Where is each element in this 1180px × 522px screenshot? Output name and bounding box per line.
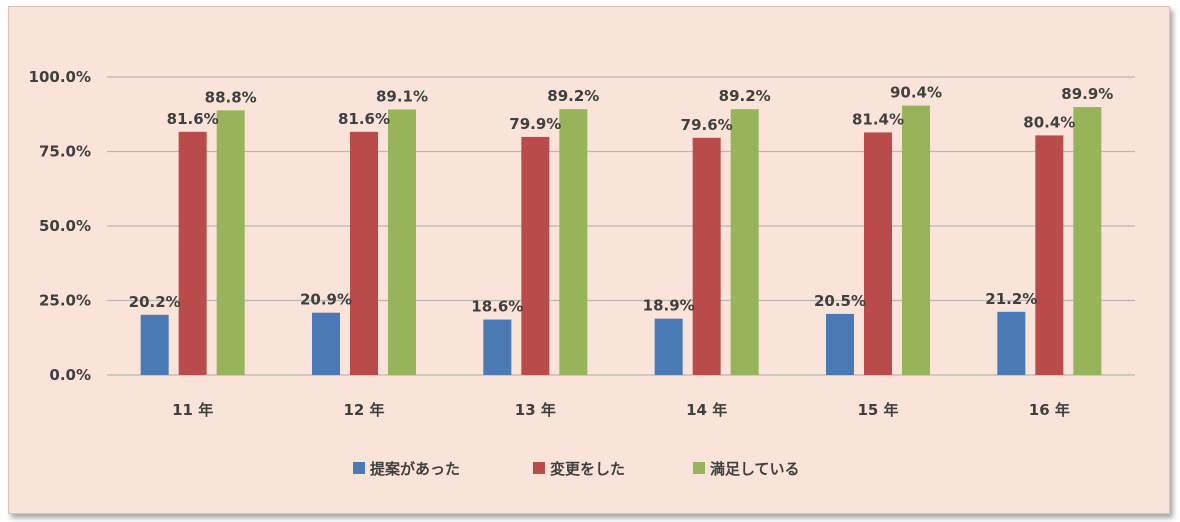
bar: [388, 109, 416, 376]
bar: [826, 313, 854, 375]
legend-label: 変更をした: [550, 460, 625, 478]
bar: [1073, 107, 1102, 376]
legend-label: 提案があった: [370, 460, 460, 478]
bars: [140, 105, 1102, 376]
bar: [997, 311, 1026, 375]
legend-swatch: [353, 462, 365, 474]
data-labels: 20.2% 81.6% 88.8% 20.9% 81.6% 89.1% 18.6% 79.9%…: [129, 84, 1114, 316]
data-label: 90.4%: [890, 84, 942, 102]
bar: [483, 319, 512, 375]
bar: [1035, 135, 1064, 375]
bar: [730, 109, 759, 376]
legend-label: 満足している: [710, 460, 800, 478]
bar: [178, 131, 207, 375]
data-label: 88.8%: [205, 88, 257, 106]
grid-lines: [107, 76, 1135, 376]
x-axis-categories: 11 年 12 年 13 年 14 年 15 年 16 年: [172, 401, 1070, 419]
y-tick-label: 50.0%: [39, 217, 91, 235]
legend-swatch: [693, 462, 705, 474]
data-label: 18.9%: [643, 297, 695, 315]
bar-chart: 0.0% 25.0% 50.0% 75.0% 100.0% 20.2% 81.6% 88.8…: [29, 68, 1135, 478]
data-label: 18.6%: [471, 298, 523, 316]
data-label: 81.4%: [852, 110, 904, 128]
data-label: 89.2%: [719, 87, 771, 105]
x-category-label: 11 年: [172, 401, 213, 419]
legend-swatch: [533, 462, 545, 474]
y-tick-label: 75.0%: [39, 143, 91, 161]
data-label: 89.2%: [547, 87, 599, 105]
x-category-label: 13 年: [515, 401, 556, 419]
bar: [692, 137, 721, 375]
x-category-label: 14 年: [686, 401, 727, 419]
data-label: 20.2%: [129, 293, 181, 311]
chart-frame: 0.0% 25.0% 50.0% 75.0% 100.0% 20.2% 81.6% 88.8…: [8, 6, 1170, 514]
data-label: 21.2%: [985, 290, 1037, 308]
x-category-label: 16 年: [1029, 401, 1070, 419]
y-tick-label: 0.0%: [49, 366, 91, 384]
data-label: 89.1%: [376, 87, 428, 105]
data-label: 81.6%: [167, 110, 219, 128]
data-label: 20.9%: [300, 291, 352, 309]
data-label: 79.6%: [681, 116, 733, 134]
y-axis-ticks: 0.0% 25.0% 50.0% 75.0% 100.0%: [29, 68, 91, 384]
data-label: 79.9%: [509, 115, 561, 133]
bar: [654, 318, 683, 375]
bar: [350, 131, 378, 375]
data-label: 81.6%: [338, 110, 390, 128]
y-tick-label: 25.0%: [39, 292, 91, 310]
bar: [902, 105, 930, 375]
bar: [559, 109, 588, 376]
bar: [140, 314, 169, 375]
y-tick-label: 100.0%: [29, 68, 91, 86]
data-label: 80.4%: [1023, 113, 1075, 131]
data-label: 20.5%: [814, 292, 866, 310]
x-category-label: 15 年: [857, 401, 898, 419]
x-category-label: 12 年: [343, 401, 384, 419]
data-label: 89.9%: [1061, 85, 1113, 103]
bar: [312, 312, 340, 375]
bar: [216, 110, 245, 375]
legend: 提案があった 変更をした 満足している: [353, 460, 800, 478]
bar: [521, 136, 550, 375]
bar: [864, 132, 892, 375]
